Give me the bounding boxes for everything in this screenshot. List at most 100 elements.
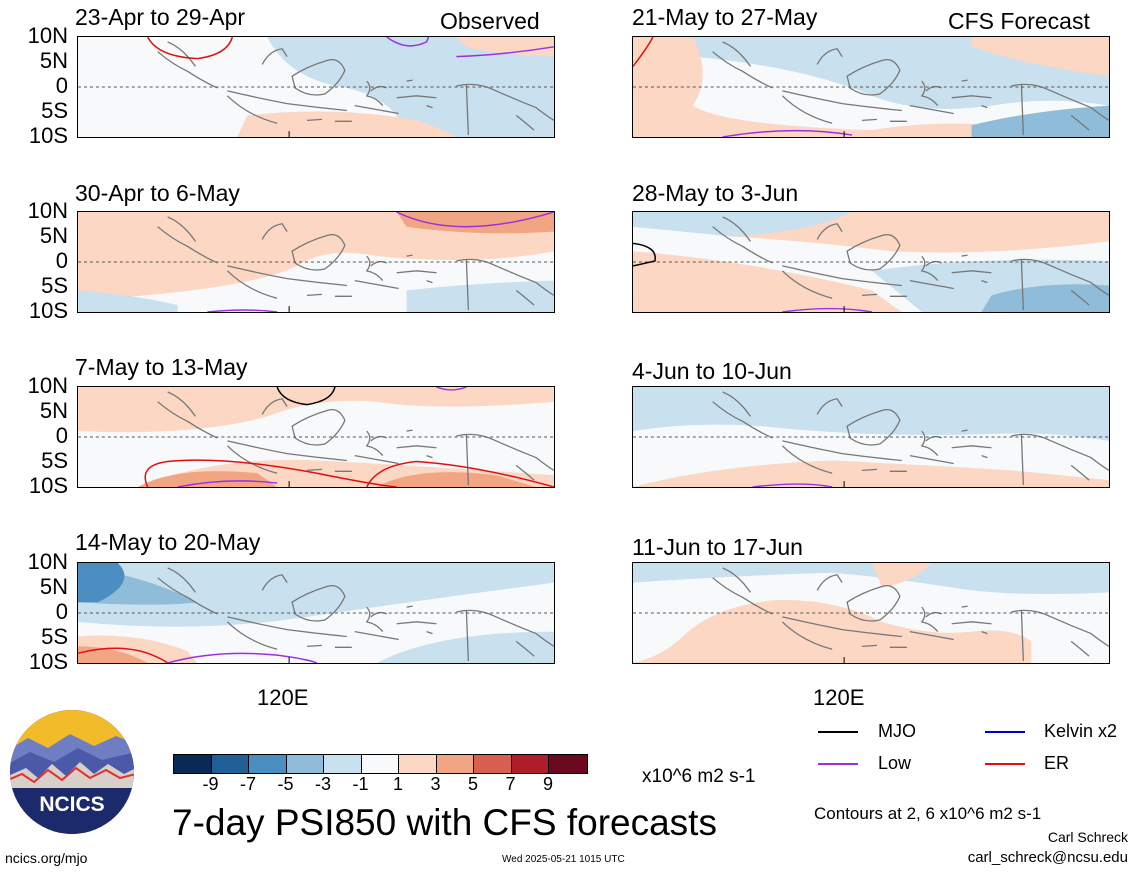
lat-label: 5N <box>39 223 68 248</box>
coastline <box>515 464 535 481</box>
coastline <box>226 95 278 124</box>
coastline <box>365 430 387 457</box>
coastline <box>1020 259 1025 311</box>
contour-line <box>782 307 873 312</box>
coastline <box>456 609 554 647</box>
lat-label: 5S <box>41 98 68 123</box>
coastline <box>961 605 988 635</box>
anomaly-region <box>137 471 278 487</box>
forecast-map-1 <box>632 36 1110 138</box>
contour-line <box>366 460 554 487</box>
colorbar-tick: 7 <box>505 774 516 794</box>
coastline <box>456 258 554 296</box>
anomaly-region <box>237 111 457 137</box>
coastline <box>354 455 399 465</box>
observed-label: Observed <box>440 8 540 34</box>
coastline <box>816 574 843 591</box>
coastline <box>782 440 902 462</box>
anomaly-region <box>633 251 902 312</box>
observed-map-2 <box>77 211 555 313</box>
contour-line <box>633 242 656 267</box>
coastline <box>951 445 992 449</box>
coastline <box>816 398 843 415</box>
lat-label: 5N <box>39 48 68 73</box>
coastline <box>396 95 437 99</box>
coastline <box>846 409 901 446</box>
observed-map-1 <box>77 36 555 138</box>
anomaly-region <box>633 599 1032 663</box>
coastline <box>465 434 470 486</box>
forecast-map-4 <box>632 562 1110 664</box>
email-link[interactable]: carl_schreck@ncsu.edu <box>967 849 1128 866</box>
contour-line <box>722 129 853 137</box>
coastline <box>782 265 902 287</box>
forecast-panel-title: 11-Jun to 17-Jun <box>632 534 803 560</box>
coastline <box>920 606 942 633</box>
observed-panel-title: 14-May to 20-May <box>75 529 261 555</box>
coastline <box>291 409 346 446</box>
lat-label: 10N <box>27 198 68 223</box>
coastline <box>157 401 218 439</box>
coastline <box>861 644 907 648</box>
contour-note: Contours at 2, 6 x10^6 m2 s-1 <box>814 804 1042 823</box>
coastline <box>306 644 352 648</box>
coastline <box>722 391 752 417</box>
coastline <box>909 455 954 465</box>
coastline <box>227 616 347 638</box>
coastline <box>167 391 197 417</box>
anomaly-region <box>871 563 932 588</box>
observed-panel-title: 23-Apr to 29-Apr <box>75 4 246 30</box>
lat-label: 10S <box>28 123 68 148</box>
colorbar-swatch <box>324 755 362 773</box>
coastline <box>951 95 992 99</box>
lat-label: 10S <box>28 473 68 498</box>
coastline <box>951 270 992 274</box>
coastline <box>227 265 347 287</box>
coastline <box>354 280 399 290</box>
contour-line <box>207 309 278 312</box>
colorbar-tick: -5 <box>277 774 294 794</box>
forecast-map-2 <box>632 211 1110 313</box>
contour-line <box>436 387 467 391</box>
forecast-map-3 <box>632 386 1110 488</box>
coastline <box>406 605 433 635</box>
lat-label: 10N <box>27 23 68 48</box>
legend-kelvin-label: Kelvin x2 <box>1044 721 1118 741</box>
contour-line <box>456 46 554 58</box>
coastline <box>167 216 197 242</box>
coastline <box>712 226 773 264</box>
legend-kelvin-line <box>985 731 1025 733</box>
colorbar <box>173 754 588 774</box>
coastline <box>515 640 535 657</box>
lat-label: 10S <box>28 649 68 674</box>
lat-label: 5S <box>41 273 68 298</box>
colorbar-swatch <box>249 755 287 773</box>
legend-low-line <box>818 763 858 765</box>
coastline <box>951 621 992 625</box>
coastline <box>961 254 988 284</box>
coastline <box>816 223 843 240</box>
contour-line <box>78 647 169 663</box>
coastline <box>226 621 278 650</box>
coastline <box>396 270 437 274</box>
colorbar-swatch <box>399 755 437 773</box>
coastline <box>961 429 988 459</box>
colorbar-swatch <box>436 755 474 773</box>
coastline <box>306 468 352 472</box>
website-link[interactable]: ncics.org/mjo <box>5 850 88 866</box>
lat-label: 10N <box>27 373 68 398</box>
contour-line <box>386 37 430 47</box>
coastline <box>406 79 433 109</box>
legend-er-label: ER <box>1044 753 1070 773</box>
coastline <box>306 118 352 122</box>
lat-label: 0 <box>55 423 68 448</box>
colorbar-unit: x10^6 m2 s-1 <box>642 766 756 787</box>
coastline <box>157 51 218 89</box>
forecast-panel-title: 4-Jun to 10-Jun <box>632 358 792 384</box>
legend-mjo-label: MJO <box>878 721 916 741</box>
anomaly-region <box>78 563 125 603</box>
contour-line <box>276 387 336 406</box>
colorbar-tick: 5 <box>467 774 478 794</box>
lat-label: 0 <box>55 599 68 624</box>
coastline <box>515 289 535 306</box>
